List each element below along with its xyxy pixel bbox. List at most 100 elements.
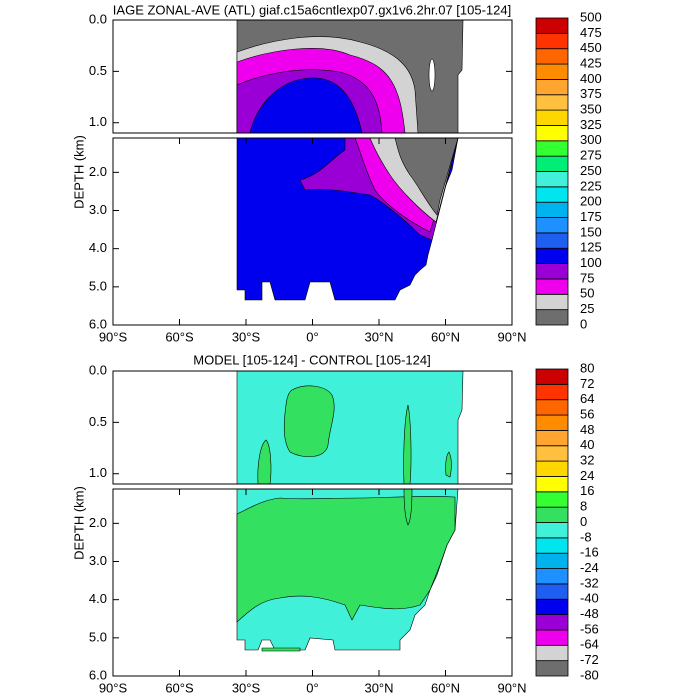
colorbar-label: -16 (580, 545, 599, 560)
colorbar-box (535, 629, 569, 646)
x-tick-label: 60°S (165, 680, 194, 695)
x-tick-label: 30°S (232, 329, 261, 344)
colorbar-box (535, 247, 569, 265)
y-tick-label: 3.0 (89, 202, 107, 217)
contour-region (249, 77, 363, 134)
colorbar-label: -56 (580, 621, 599, 636)
contour-region (257, 439, 272, 485)
y-tick-label: 0.5 (89, 63, 107, 78)
colorbar-box (535, 644, 569, 662)
colorbar-label: -64 (580, 637, 599, 652)
contour-region (403, 488, 413, 526)
colorbar-box (535, 201, 569, 218)
x-tick-label: 30°S (232, 680, 261, 695)
colorbar-label: 0 (580, 514, 587, 529)
colorbar-box (535, 232, 569, 249)
y-tick-label: 0.5 (89, 414, 107, 429)
x-tick-label: 30°N (364, 680, 393, 695)
contour-region (283, 385, 335, 458)
plot-frame (112, 370, 513, 485)
colorbar-box (535, 368, 569, 385)
y-tick-label: 5.0 (89, 278, 107, 293)
colorbar-box (535, 48, 569, 65)
colorbar-label: 40 (580, 437, 594, 452)
colorbar-box (535, 568, 569, 585)
plot-frame (112, 19, 513, 134)
contour-field (236, 370, 464, 652)
colorbar-label: 56 (580, 406, 594, 421)
colorbar-box (535, 94, 569, 111)
colorbar-box (535, 263, 569, 280)
colorbar-label: 350 (580, 102, 602, 117)
colorbar-box (535, 460, 569, 477)
colorbar-box (535, 186, 569, 203)
colorbar-box (535, 171, 569, 188)
x-tick-label: 60°N (431, 329, 460, 344)
colorbar-label: 250 (580, 163, 602, 178)
colorbar-label: 375 (580, 86, 602, 101)
colorbar-box (535, 17, 569, 34)
x-tick-label: 0° (306, 329, 318, 344)
colorbar-box (535, 125, 569, 142)
y-tick-label: 4.0 (89, 591, 107, 606)
colorbar-box (535, 309, 569, 326)
colorbar-label: 175 (580, 209, 602, 224)
x-tick-label: 30°N (364, 329, 393, 344)
x-tick-label: 60°N (431, 680, 460, 695)
y-tick-label: 6.0 (89, 316, 107, 331)
colorbar-label: 72 (580, 376, 594, 391)
x-tick-label: 90°N (497, 680, 526, 695)
colorbar-box (535, 79, 569, 96)
colorbar-box (535, 278, 569, 295)
y-tick-label: 2.0 (89, 164, 107, 179)
colorbar-box (535, 293, 569, 311)
y-axis-label: DEPTH (km) (71, 135, 86, 209)
colorbar-box (535, 476, 569, 493)
x-tick-label: 90°N (497, 329, 526, 344)
colorbar-box (535, 537, 569, 554)
colorbar-label: 125 (580, 240, 602, 255)
colorbar-box (535, 399, 569, 416)
chart-title: MODEL [105-124] - CONTROL [105-124] (193, 352, 430, 367)
colorbar-box (535, 660, 569, 677)
y-tick-label: 1.0 (89, 114, 107, 129)
colorbar-box (535, 583, 569, 600)
contour-region (394, 137, 459, 216)
colorbar-box (535, 429, 569, 447)
colorbar-label: -72 (580, 652, 599, 667)
colorbar-box (535, 109, 569, 126)
colorbar-box (535, 155, 569, 172)
x-tick-label: 90°S (99, 680, 128, 695)
colorbar-label: 325 (580, 117, 602, 132)
colorbar-label: 425 (580, 55, 602, 70)
colorbar-label: 80 (580, 360, 594, 375)
colorbar-box (535, 217, 569, 234)
colorbar-box (535, 522, 569, 539)
chart-title: IAGE ZONAL-AVE (ATL) giaf.c15a6cntlexp07… (113, 2, 511, 17)
colorbar-label: -40 (580, 591, 599, 606)
x-tick-label: 60°S (165, 329, 194, 344)
y-tick-label: 5.0 (89, 629, 107, 644)
colorbar-label: 225 (580, 178, 602, 193)
y-tick-label: 2.0 (89, 515, 107, 530)
y-tick-label: 0.0 (89, 11, 107, 26)
colorbar-label: -8 (580, 529, 592, 544)
colorbar-label: 75 (580, 270, 594, 285)
colorbar-label: 475 (580, 25, 602, 40)
x-tick-label: 90°S (99, 329, 128, 344)
colorbar-box (535, 614, 569, 631)
colorbar-label: 150 (580, 224, 602, 239)
colorbar-label: 400 (580, 71, 602, 86)
colorbar-label: -32 (580, 575, 599, 590)
colorbar-box (535, 32, 569, 50)
colorbar-label: 8 (580, 499, 587, 514)
contour-region (261, 647, 301, 652)
colorbar-box (535, 598, 569, 616)
colorbar-label: 25 (580, 301, 594, 316)
colorbar-box (535, 552, 569, 569)
colorbar-label: 16 (580, 483, 594, 498)
colorbar-label: 500 (580, 9, 602, 24)
colorbar-label: 32 (580, 453, 594, 468)
contour-field (236, 19, 464, 301)
y-tick-label: 4.0 (89, 240, 107, 255)
